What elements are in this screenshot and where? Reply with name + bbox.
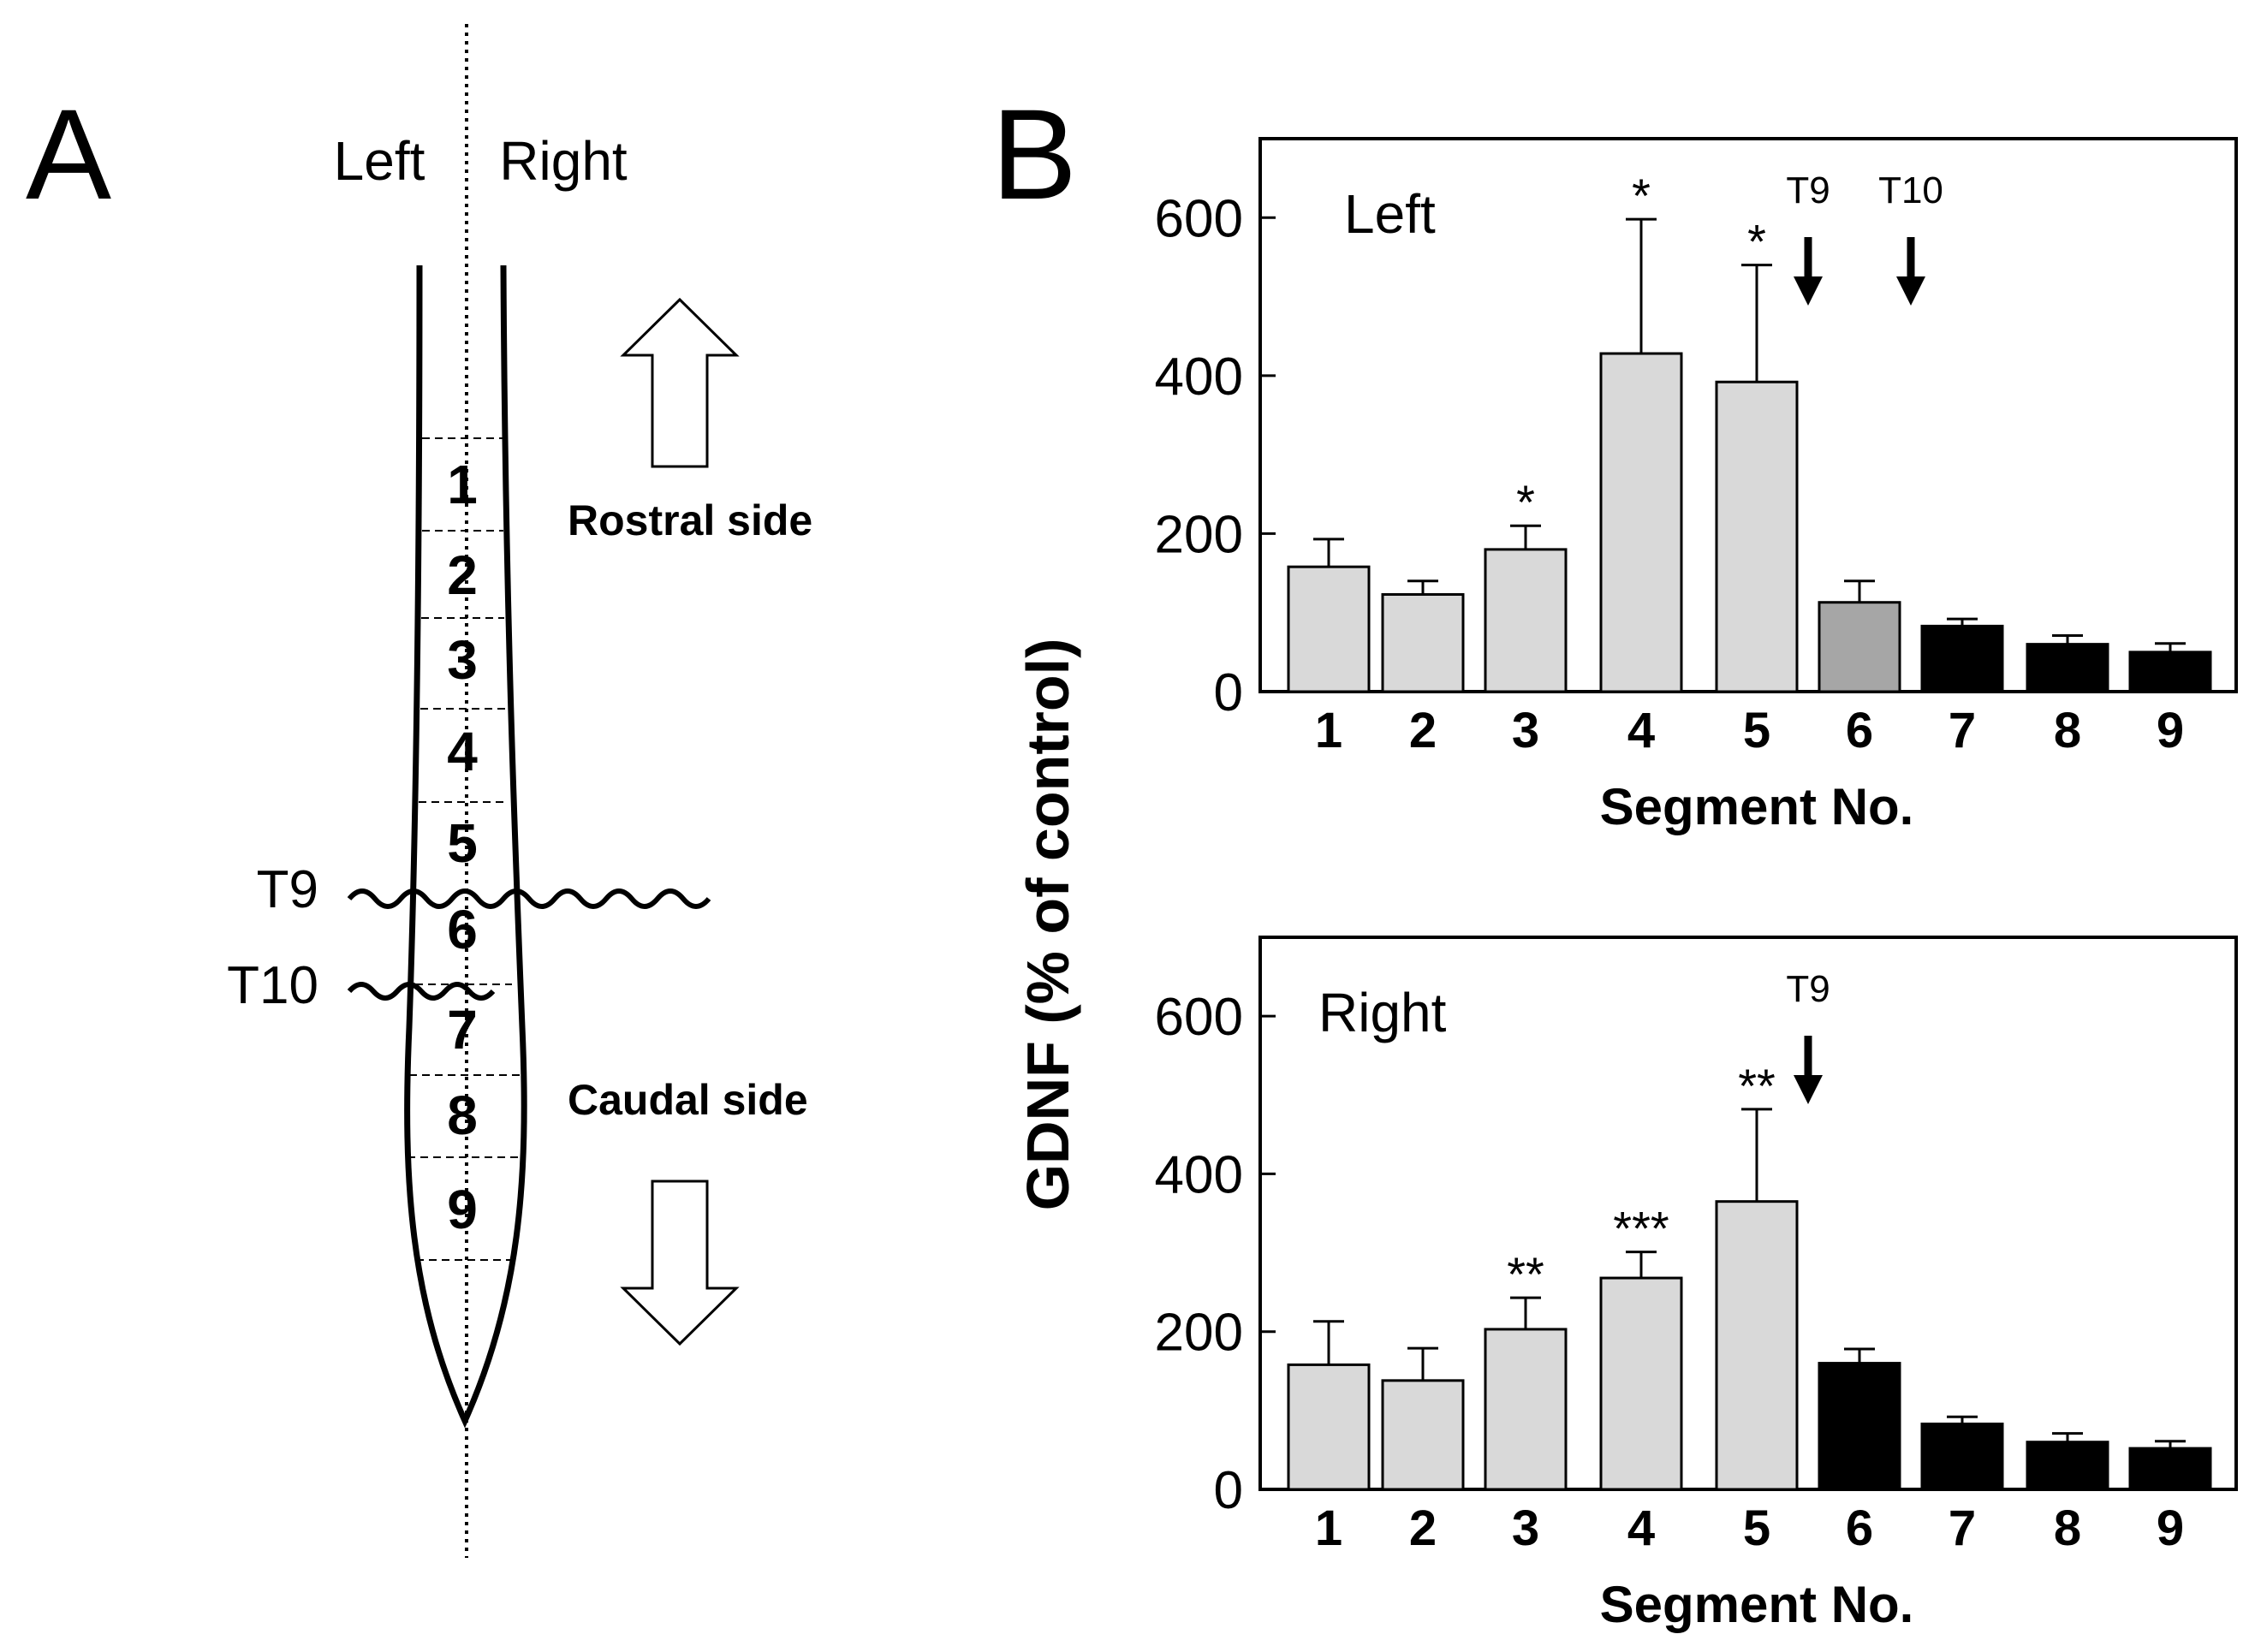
caudal-label: Caudal side <box>568 1076 808 1124</box>
x-tick-label: 1 <box>1315 1500 1342 1556</box>
x-tick-label: 3 <box>1512 1500 1539 1556</box>
bar <box>1484 1328 1568 1491</box>
bar <box>1381 592 1465 693</box>
panel-a: A Left Right 1 2 3 4 5 6 7 8 <box>26 24 812 1558</box>
bar <box>1599 1276 1683 1491</box>
bar <box>1715 380 1799 693</box>
segment-number: 3 <box>447 629 478 691</box>
significance-label: * <box>1516 475 1535 529</box>
significance-label: ** <box>1507 1247 1544 1301</box>
bar <box>2026 1441 2109 1491</box>
y-tick-label: 200 <box>1155 505 1243 564</box>
x-tick-label: 2 <box>1409 1500 1437 1556</box>
x-tick-label: 7 <box>1949 703 1976 758</box>
segment-number: 7 <box>447 999 478 1061</box>
x-axis-label: Segment No. <box>1600 1576 1914 1633</box>
significance-label: * <box>1632 169 1651 223</box>
y-tick-label: 400 <box>1155 1145 1243 1204</box>
spinal-cord-outline <box>404 264 527 1429</box>
x-tick-label: 8 <box>2054 703 2081 758</box>
x-tick-label: 9 <box>2157 1500 2184 1556</box>
rostral-label: Rostral side <box>568 496 812 544</box>
significance-label: ** <box>1738 1059 1776 1113</box>
bar <box>1381 1379 1465 1491</box>
y-tick-label: 400 <box>1155 348 1243 407</box>
injury-arrow-label: T9 <box>1786 169 1830 211</box>
y-axis-label: GDNF (% of control) <box>1014 639 1081 1211</box>
segment-number: 1 <box>447 454 478 515</box>
x-tick-label: 7 <box>1949 1500 1976 1556</box>
significance-label: *** <box>1613 1202 1669 1256</box>
injury-arrow-head-icon <box>1794 1075 1823 1104</box>
bar <box>1287 565 1371 693</box>
x-tick-label: 6 <box>1846 1500 1873 1556</box>
bar <box>1484 548 1568 693</box>
segment-number: 6 <box>447 899 478 960</box>
x-tick-label: 4 <box>1627 1500 1655 1556</box>
injury-arrow-head-icon <box>1896 276 1925 306</box>
left-label: Left <box>334 130 425 192</box>
x-tick-label: 5 <box>1743 1500 1770 1556</box>
t10-label: T10 <box>227 956 318 1015</box>
bar <box>2128 651 2212 693</box>
x-tick-label: 8 <box>2054 1500 2081 1556</box>
x-tick-label: 6 <box>1846 703 1873 758</box>
segment-number: 9 <box>447 1179 478 1240</box>
y-tick-label: 0 <box>1214 663 1243 722</box>
segment-numbers: 1 2 3 4 5 6 7 8 9 <box>447 454 478 1240</box>
chart-right: 0 200 400 600 1 2 3 ** 4 *** 5 ** 6 7 8 9 Segment No. Rig… <box>1155 936 2238 1633</box>
segment-number: 2 <box>447 544 478 606</box>
rostral-arrow-icon <box>620 297 740 468</box>
segment-boundaries <box>408 437 525 1261</box>
bar <box>1920 1423 2004 1491</box>
segment-number: 4 <box>447 721 478 782</box>
t10-cut-line <box>347 982 496 1001</box>
y-tick-label: 0 <box>1214 1461 1243 1520</box>
bar <box>2026 643 2109 693</box>
x-tick-label: 1 <box>1315 703 1342 758</box>
panel-a-letter: A <box>26 82 111 226</box>
bar <box>1599 352 1683 693</box>
right-label: Right <box>499 130 628 192</box>
chart-title: Right <box>1318 982 1447 1043</box>
bar <box>1715 1200 1799 1491</box>
segment-number: 8 <box>447 1084 478 1146</box>
y-tick-label: 600 <box>1155 189 1243 248</box>
injury-arrow-head-icon <box>1794 276 1823 306</box>
panel-b: B GDNF (% of control) 0 200 400 600 1 2 3 * 4 * 5 *… <box>991 82 2238 1633</box>
x-tick-label: 3 <box>1512 703 1539 758</box>
bar <box>1818 601 1901 693</box>
injury-arrow-label: T10 <box>1878 169 1943 211</box>
y-tick-label: 600 <box>1155 988 1243 1047</box>
x-axis-label: Segment No. <box>1600 778 1914 835</box>
bar <box>1818 1362 1901 1491</box>
x-tick-label: 4 <box>1627 703 1655 758</box>
t9-cut-line <box>347 888 711 909</box>
segment-number: 5 <box>447 812 478 874</box>
t9-label: T9 <box>257 860 318 919</box>
injury-arrow-label: T9 <box>1786 968 1830 1010</box>
bar <box>1287 1363 1371 1491</box>
x-tick-label: 9 <box>2157 703 2184 758</box>
panel-b-letter: B <box>991 82 1077 226</box>
bar <box>2128 1447 2212 1491</box>
significance-label: * <box>1747 215 1766 269</box>
bar <box>1920 624 2004 693</box>
x-tick-label: 5 <box>1743 703 1770 758</box>
chart-left: 0 200 400 600 1 2 3 * 4 * 5 * 6 7 8 9 Segment No. Left T9 T… <box>1155 137 2238 835</box>
chart-title: Left <box>1344 183 1436 245</box>
x-tick-label: 2 <box>1409 703 1437 758</box>
y-tick-label: 200 <box>1155 1304 1243 1363</box>
caudal-arrow-icon <box>620 1180 740 1346</box>
